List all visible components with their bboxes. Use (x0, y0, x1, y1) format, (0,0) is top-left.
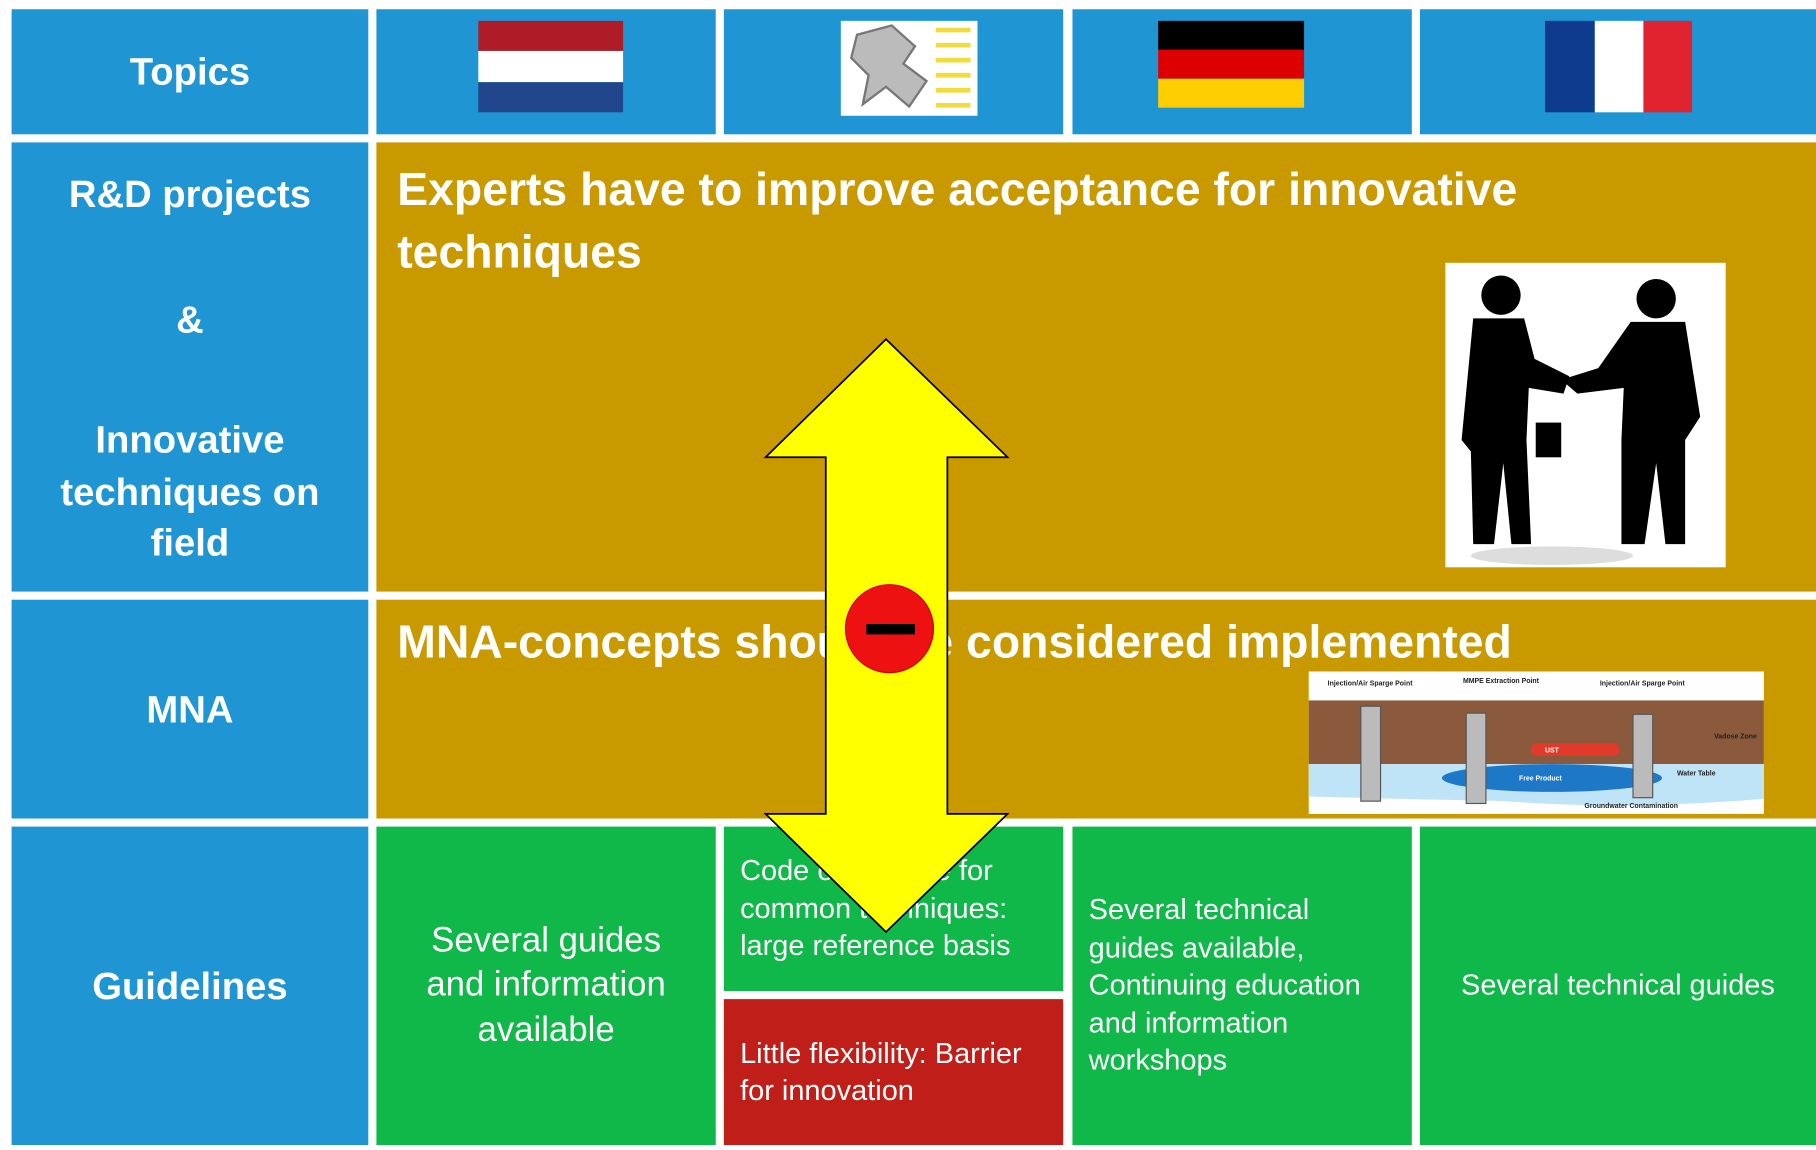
header-cell (11, 9, 369, 135)
row-label-cell (11, 826, 369, 1145)
row-label-cell (11, 599, 369, 819)
row-label: Guidelines (92, 963, 288, 1007)
statement: Experts have to improve acceptance for i… (397, 164, 1518, 278)
diagram-label: Injection/Air Sparge Point (1328, 680, 1414, 687)
cell-box: Several technical guides (1461, 969, 1775, 1002)
cell-text: Several technical guides (1461, 969, 1775, 1002)
flag-france (1544, 20, 1693, 113)
topics: Topics (129, 49, 251, 93)
statement: MNA-concepts should be considered implem… (397, 617, 1512, 669)
row-label: MNA (146, 687, 234, 730)
diagram-label: Groundwater Contamination (1584, 803, 1678, 810)
row-label: Innovative techniques on field (60, 418, 320, 565)
label-box: MNA (146, 687, 234, 730)
cell-box: Several guides and information available (426, 921, 666, 1049)
minus-bar (866, 624, 915, 635)
handshake-image (1445, 262, 1726, 568)
diagram-label: Free Product (1519, 775, 1562, 782)
cell-box: Little flexibility: Barrier for innovati… (740, 1036, 1022, 1107)
label-box: Innovative techniques on field (60, 418, 320, 565)
guideline-cell (1072, 826, 1412, 1145)
statement-box: Experts have to improve acceptance for i… (397, 164, 1518, 278)
diagram-label: Water Table (1677, 771, 1716, 778)
flag-flanders (840, 20, 978, 116)
guideline-cell (723, 999, 1064, 1145)
cell-text: Several technical guides available, Cont… (1088, 894, 1361, 1077)
cell-box: Several technical guides available, Cont… (1088, 894, 1361, 1077)
row-label: & (176, 296, 204, 340)
flag-germany (1158, 20, 1305, 108)
guideline-cell (1419, 826, 1816, 1145)
diagram-label: Injection/Air Sparge Point (1600, 680, 1686, 687)
cell-text: Several guides and information available (426, 921, 666, 1049)
flag-netherlands (478, 20, 624, 113)
row-label-cell (11, 142, 369, 592)
label-box: & (176, 296, 204, 340)
guideline-cell (376, 826, 716, 1145)
diagram-label: Vadose Zone (1714, 734, 1757, 741)
label-box: R&D projects (68, 171, 311, 215)
row-label: R&D projects (68, 171, 311, 215)
label-box: Guidelines (92, 963, 288, 1007)
diagram-label: MMPE Extraction Point (1463, 678, 1540, 685)
statement-box: MNA-concepts should be considered implem… (397, 617, 1512, 669)
diagram-label: UST (1545, 748, 1560, 755)
mna-diagram: Injection/Air Sparge Point MMPE Extracti… (1308, 671, 1764, 814)
topics-cell: Topics (129, 49, 251, 93)
cell-text: Little flexibility: Barrier for innovati… (740, 1036, 1022, 1107)
